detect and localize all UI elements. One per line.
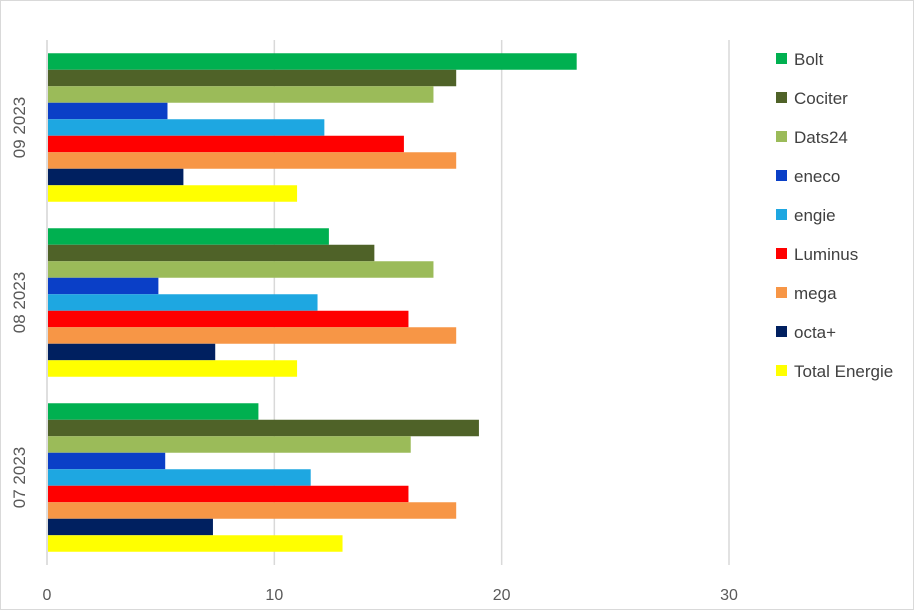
legend-label-mega: mega xyxy=(794,284,837,303)
bar-dats24-08-2023 xyxy=(48,261,434,278)
bar-eneco-09-2023 xyxy=(48,102,168,120)
legend-label-octa-: octa+ xyxy=(794,323,836,342)
x-tick-labels: 0 10 20 30 xyxy=(43,587,738,604)
bar-dats24-09-2023 xyxy=(48,86,434,103)
category-label-09-2023: 09 2023 xyxy=(10,97,29,158)
bar-cociter-09-2023 xyxy=(48,69,457,87)
legend: Bolt Cociter Dats24 eneco engie Luminus mega oc… xyxy=(776,50,893,381)
bar-octa--07-2023 xyxy=(48,518,213,536)
legend-label-cociter: Cociter xyxy=(794,89,848,108)
category-label-07-2023: 07 2023 xyxy=(10,447,29,508)
legend-swatch-total-energie xyxy=(776,365,787,376)
category-label-08-2023: 08 2023 xyxy=(10,272,29,333)
legend-label-total-energie: Total Energie xyxy=(794,362,893,381)
x-tick-label-20: 20 xyxy=(493,587,511,604)
legend-swatch-eneco xyxy=(776,170,787,181)
bar-bolt-07-2023 xyxy=(48,403,259,420)
legend-label-dats24: Dats24 xyxy=(794,128,848,147)
bars xyxy=(48,53,577,552)
bar-mega-07-2023 xyxy=(48,502,457,519)
bar-eneco-08-2023 xyxy=(48,277,159,295)
bar-mega-09-2023 xyxy=(48,152,457,169)
x-tick-label-10: 10 xyxy=(265,587,283,604)
bar-total-energie-08-2023 xyxy=(48,360,298,377)
category-labels: 09 2023 08 2023 07 2023 xyxy=(10,97,29,508)
bar-luminus-09-2023 xyxy=(48,135,404,153)
bar-octa--09-2023 xyxy=(48,168,184,186)
legend-swatch-octa- xyxy=(776,326,787,337)
x-tick-label-30: 30 xyxy=(720,587,738,604)
legend-swatch-engie xyxy=(776,209,787,220)
legend-label-luminus: Luminus xyxy=(794,245,858,264)
bar-total-energie-09-2023 xyxy=(48,185,298,202)
legend-swatch-luminus xyxy=(776,248,787,259)
bar-bolt-09-2023 xyxy=(48,53,577,70)
bar-engie-07-2023 xyxy=(48,469,311,486)
legend-swatch-mega xyxy=(776,287,787,298)
bar-bolt-08-2023 xyxy=(48,228,329,245)
bar-dats24-07-2023 xyxy=(48,436,411,453)
legend-label-engie: engie xyxy=(794,206,836,225)
bar-octa--08-2023 xyxy=(48,343,216,361)
bar-luminus-07-2023 xyxy=(48,485,409,503)
legend-swatch-cociter xyxy=(776,92,787,103)
legend-swatch-dats24 xyxy=(776,131,787,142)
x-tick-label-0: 0 xyxy=(43,587,52,604)
bar-engie-09-2023 xyxy=(48,119,325,136)
bar-engie-08-2023 xyxy=(48,294,318,311)
bar-cociter-08-2023 xyxy=(48,244,375,262)
bar-eneco-07-2023 xyxy=(48,452,166,470)
legend-label-bolt: Bolt xyxy=(794,50,824,69)
legend-swatch-bolt xyxy=(776,53,787,64)
bar-mega-08-2023 xyxy=(48,327,457,344)
legend-label-eneco: eneco xyxy=(794,167,840,186)
bar-cociter-07-2023 xyxy=(48,419,479,437)
bar-luminus-08-2023 xyxy=(48,310,409,328)
bar-total-energie-07-2023 xyxy=(48,535,343,552)
